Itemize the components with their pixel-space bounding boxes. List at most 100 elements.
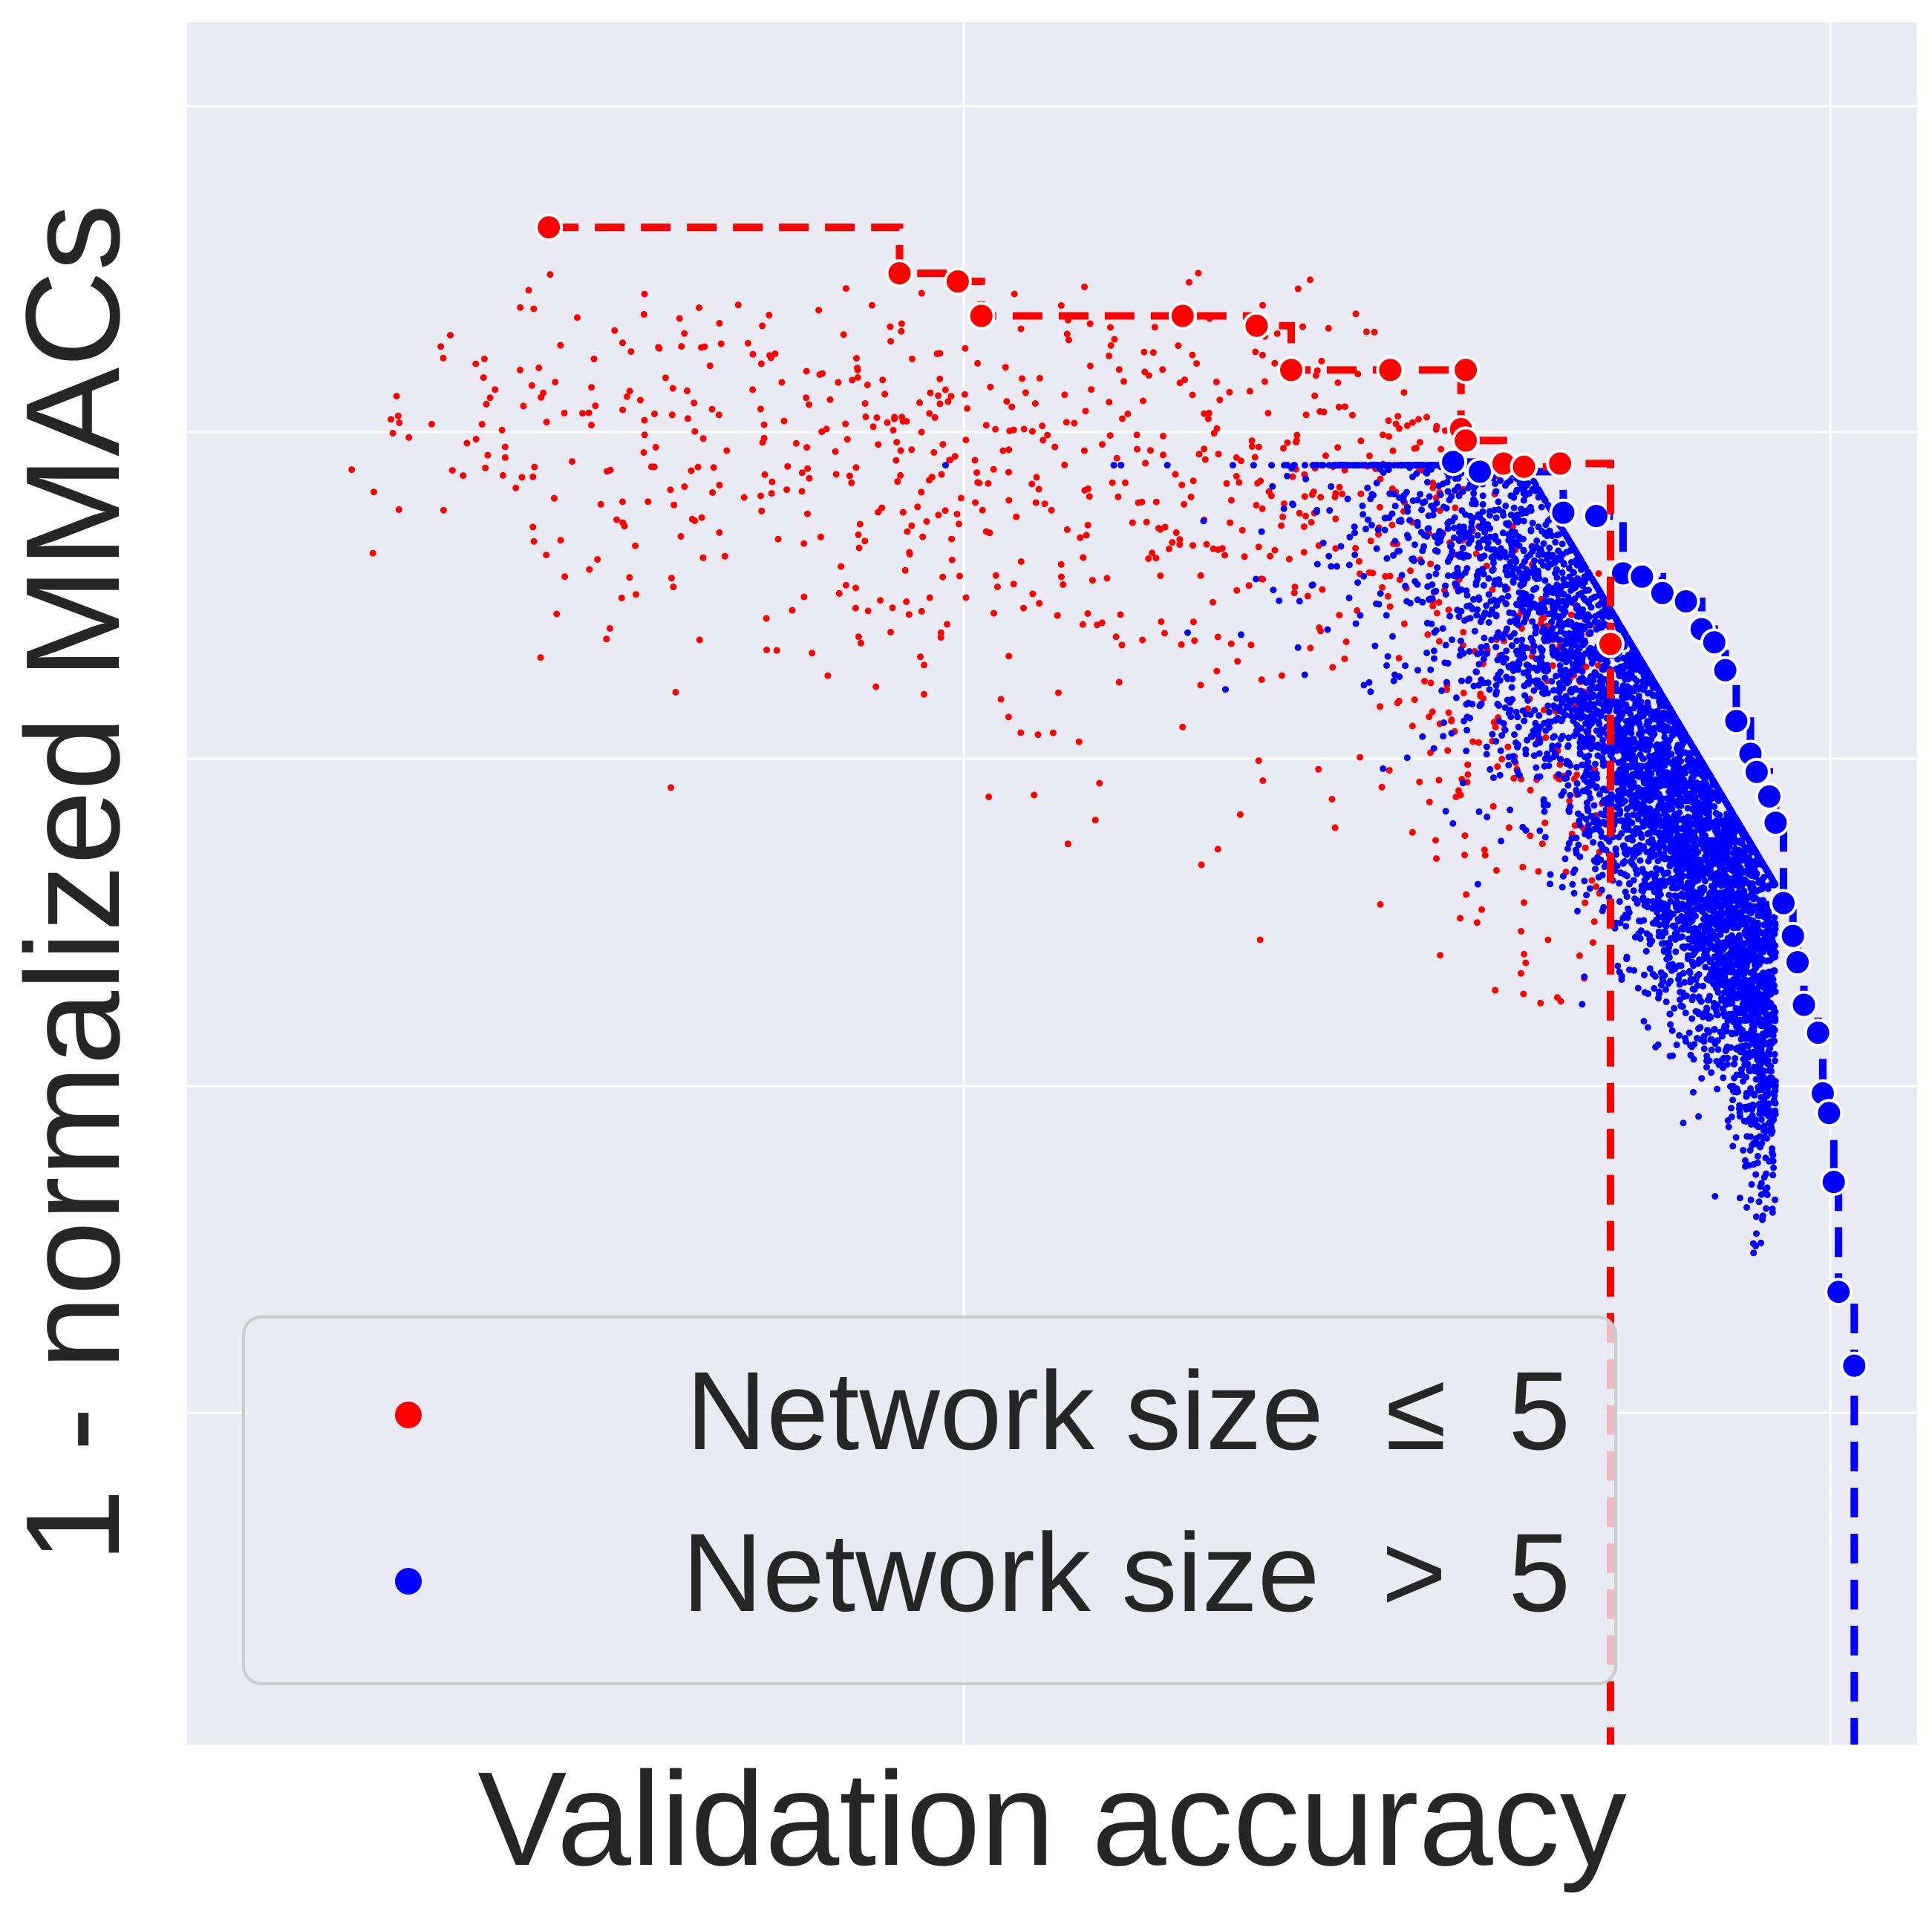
red-point [757,405,764,413]
red-point [662,374,669,382]
red-point [849,376,856,384]
red-point [1537,999,1544,1007]
blue-point [1728,1105,1734,1112]
red-point [1233,454,1240,461]
blue-point [1641,989,1648,996]
blue-point [1625,661,1632,669]
red-point [1029,590,1037,598]
blue-point [1345,594,1353,601]
blue-point [1634,870,1641,877]
blue-point [1694,1035,1701,1042]
red-point [1289,473,1296,480]
red-point [1394,413,1402,420]
blue-point [1586,685,1593,693]
blue-point [1667,1021,1674,1028]
red-point [1151,324,1158,331]
red-point [1301,493,1308,500]
red-point [655,344,662,351]
blue-point [1452,475,1459,482]
blue-point [1423,649,1431,656]
red-point [440,354,447,362]
blue-point [1626,834,1634,842]
red-point [1193,360,1201,367]
red-point [1506,824,1512,831]
red-point [1296,509,1303,517]
red-point [1172,529,1180,536]
red-point [1175,342,1182,350]
red-point [688,515,696,523]
red-point [947,393,955,400]
red-point [1437,952,1444,959]
blue-point [1736,1194,1743,1202]
red-point [1582,663,1590,670]
red-point [1366,452,1373,460]
blue-point [1740,857,1748,864]
blue-point [1512,558,1519,564]
red-point [1460,690,1467,696]
red-point [1519,863,1527,871]
red-point [803,394,810,402]
blue-point [1391,462,1398,469]
blue-point [1448,730,1455,737]
red-point [678,343,685,350]
blue-point [1348,462,1356,469]
blue-point [1406,517,1414,524]
red-point [1201,410,1208,417]
red-point [597,500,604,508]
red-point [1081,284,1088,290]
blue-point [1319,539,1327,546]
red-point [905,611,913,618]
red-point [1554,994,1561,1001]
red-point [486,394,494,402]
red-point [546,271,554,278]
blue-point [1623,693,1631,701]
blue-point [1442,641,1449,649]
blue-point [1666,1010,1674,1018]
red-point [437,343,445,350]
blue-point [1772,1008,1779,1016]
red-point [872,683,880,690]
red-point [789,607,796,614]
red-point [1094,621,1101,629]
red-point [717,340,725,347]
red-point [613,516,621,523]
red-point [540,389,547,396]
blue-point [1697,1024,1704,1031]
blue-point [1597,712,1605,719]
red-point [389,430,396,437]
red-point [1139,636,1146,644]
blue-point [1515,666,1521,673]
red-point [972,499,979,506]
red-point [1063,419,1070,426]
blue-point [1677,757,1685,765]
red-point [941,507,949,514]
blue-point [1596,678,1604,685]
red-point [1395,655,1403,661]
blue-point [1546,527,1553,535]
blue-point [1771,1050,1778,1058]
red-point [709,488,717,496]
red-point [1544,936,1552,944]
red-point [1028,480,1036,488]
blue-point [1618,976,1625,983]
red-point [962,344,969,352]
blue-point [1451,571,1458,578]
red-point [832,448,839,455]
blue-point [1748,1121,1755,1128]
blue-point [1504,480,1511,487]
red-point [632,542,639,549]
red-point [1210,598,1216,606]
red-point [946,457,953,464]
red-point [1159,366,1166,373]
blue-point [1593,784,1600,791]
red-point [800,540,808,547]
blue-point [1743,1204,1750,1211]
blue-point [1492,514,1500,521]
red-point [1362,328,1370,336]
red-point [1452,793,1460,800]
red-point [1065,336,1072,344]
red-point [869,423,877,431]
red-point [780,417,788,425]
red-point [1473,919,1481,926]
red-point [881,390,889,398]
